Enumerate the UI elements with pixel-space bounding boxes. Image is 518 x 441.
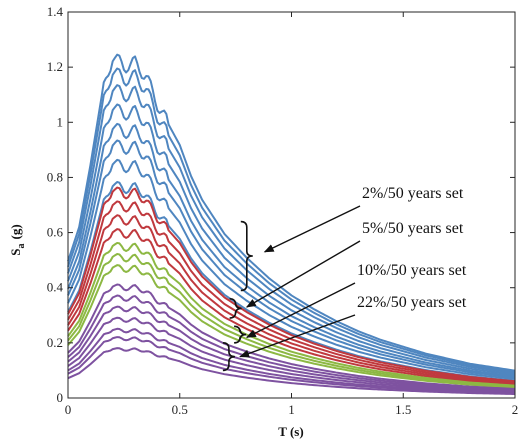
x-tick-label: 1 bbox=[288, 402, 295, 417]
spectrum-curve-6 bbox=[67, 139, 516, 379]
y-axis-title-main: S bbox=[8, 248, 23, 255]
spectrum-curve-12 bbox=[67, 228, 516, 386]
annotation-arrow bbox=[239, 314, 356, 358]
spectrum-curve-11 bbox=[67, 214, 516, 385]
y-tick-label: 1 bbox=[57, 114, 64, 129]
spectrum-curve-2 bbox=[67, 67, 516, 373]
x-tick-label: 2 bbox=[512, 402, 518, 417]
y-tick-label: 0.6 bbox=[47, 225, 64, 240]
spectrum-curve-21 bbox=[67, 336, 516, 395]
y-tick-label: 0.2 bbox=[47, 335, 63, 350]
annotation-arrow bbox=[245, 240, 361, 308]
spectrum-curve-9 bbox=[67, 186, 516, 383]
axes-layer: 0 0.5 1 1.5 2 0 0.2 0.4 0.6 0.8 1 1.2 1.4 bbox=[47, 4, 518, 417]
spectrum-curve-22 bbox=[67, 347, 516, 396]
spectrum-curve-7 bbox=[67, 158, 516, 381]
annotation-label: 2%/50 years set bbox=[362, 185, 464, 202]
x-tick-label: 1.5 bbox=[395, 402, 411, 417]
spectrum-curve-5 bbox=[67, 122, 516, 378]
spectrum-curve-19 bbox=[67, 316, 516, 393]
spectrum-curve-1 bbox=[67, 53, 516, 372]
spectrum-curve-14 bbox=[67, 253, 516, 388]
annotation-layer: 2%/50 years set 5%/50 years set 10%/50 yea… bbox=[222, 185, 467, 372]
y-axis-title: Sa (g) bbox=[8, 224, 27, 255]
group-bracket bbox=[229, 297, 242, 319]
spectrum-curve-18 bbox=[67, 305, 516, 392]
y-tick-label: 0.8 bbox=[47, 169, 63, 184]
svg-text:Sa(g): Sa (g) bbox=[8, 224, 27, 255]
y-tick-label: 1.4 bbox=[47, 4, 64, 19]
spectrum-curve-3 bbox=[67, 84, 516, 375]
spectrum-curve-15 bbox=[67, 264, 516, 389]
group-bracket bbox=[240, 220, 253, 292]
annotation-label: 10%/50 years set bbox=[357, 262, 467, 279]
annotation-arrow bbox=[263, 205, 361, 253]
y-axis-title-unit: (g) bbox=[8, 224, 23, 239]
annotation-label: 22%/50 years set bbox=[357, 294, 467, 311]
spectrum-curve-16 bbox=[67, 283, 516, 390]
y-tick-label: 1.2 bbox=[47, 59, 63, 74]
spectrum-curve-4 bbox=[67, 103, 516, 376]
spectrum-curve-10 bbox=[67, 200, 516, 384]
series-layer bbox=[67, 53, 516, 396]
annotation-arrow bbox=[245, 282, 356, 338]
spectrum-curve-13 bbox=[67, 241, 516, 387]
y-tick-label: 0.4 bbox=[47, 280, 64, 295]
x-tick-label: 0.5 bbox=[172, 402, 188, 417]
annotation-label: 5%/50 years set bbox=[362, 220, 464, 237]
y-tick-label: 0 bbox=[57, 390, 64, 405]
group-bracket bbox=[222, 342, 235, 372]
x-tick-label: 0 bbox=[65, 402, 72, 417]
x-axis-title: T (s) bbox=[278, 424, 303, 439]
spectrum-curve-17 bbox=[67, 294, 516, 391]
y-axis-title-subscript: a bbox=[16, 243, 27, 248]
